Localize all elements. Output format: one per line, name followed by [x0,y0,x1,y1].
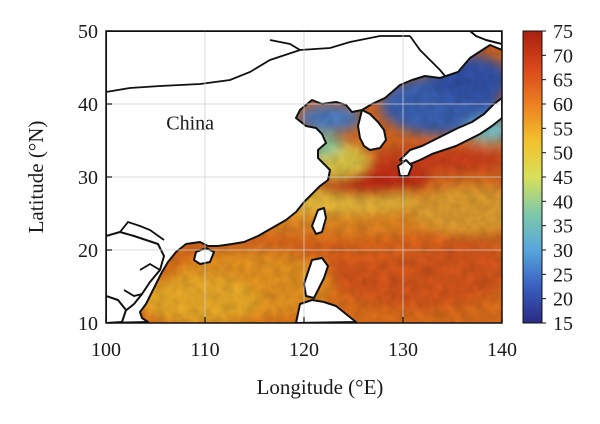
map-label-china: China [166,112,214,134]
map-grid [106,31,502,323]
x-tick-label-120: 120 [289,339,319,361]
colorbar-tick-label-70: 70 [553,45,573,67]
colorbar-tick-label-20: 20 [553,289,573,311]
y-axis-ticks: 10 20 30 40 50 [78,21,112,335]
colorbar-tick-label-65: 65 [553,70,573,92]
x-axis-ticks: 100 110 120 130 140 [91,317,517,361]
colorbar-tick-label-60: 60 [553,94,573,116]
sea-of-okhotsk-coast [469,31,502,45]
colorbar-tick-label-40: 40 [553,191,573,213]
colorbar-tick-label-45: 45 [553,167,573,189]
colorbar-tick-label-25: 25 [553,264,573,286]
korea-peninsula [357,109,387,151]
gulf-thailand-coast [106,295,127,323]
x-tick-label-130: 130 [388,339,418,361]
colorbar-tick-label-15: 15 [553,313,573,335]
colorbar-bar [522,30,543,324]
national-borders [106,35,446,297]
y-axis-label: Latitude (°N) [24,121,48,234]
plot-area [106,31,502,323]
y-tick-label-50: 50 [78,21,98,43]
y-tick-label-30: 30 [78,167,98,189]
taiwan [311,207,327,235]
japan-kyushu [397,159,413,177]
y-tick-label-20: 20 [78,240,98,262]
x-tick-label-110: 110 [190,339,219,361]
colorbar-tick-label-55: 55 [553,118,573,140]
hainan [193,247,215,265]
japan-honshu [399,97,502,165]
colorbar-tick-label-30: 30 [553,240,573,262]
x-tick-label-140: 140 [487,339,517,361]
y-tick-label-10: 10 [78,313,98,335]
colorbar-tick-label-50: 50 [553,143,573,165]
colorbar-tick-label-35: 35 [553,216,573,238]
colorbar-tick-label-75: 75 [553,21,573,43]
luzon [303,257,329,299]
x-tick-label-100: 100 [91,339,121,361]
x-axis-label: Longitude (°E) [257,375,384,399]
y-tick-label-40: 40 [78,94,98,116]
